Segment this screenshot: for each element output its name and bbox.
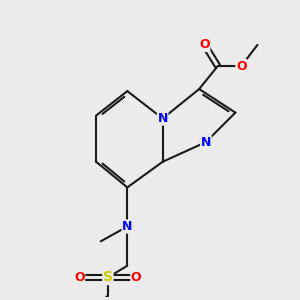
Text: O: O — [199, 38, 210, 51]
Text: N: N — [158, 112, 168, 125]
Text: S: S — [103, 271, 113, 284]
Text: N: N — [201, 136, 211, 148]
Text: O: O — [236, 60, 247, 73]
Text: O: O — [131, 271, 142, 284]
Text: O: O — [74, 271, 85, 284]
Text: N: N — [122, 220, 133, 233]
